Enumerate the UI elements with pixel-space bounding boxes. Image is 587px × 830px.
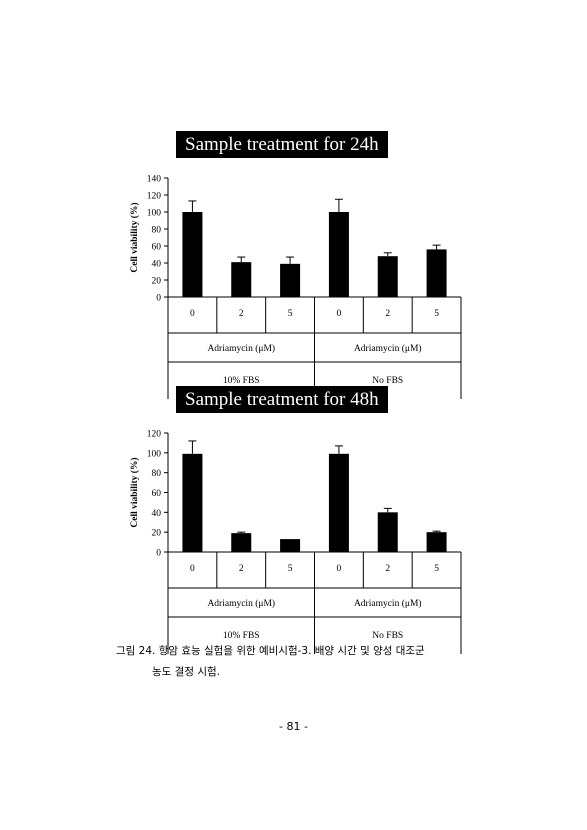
figure-caption: 그림 24. 항암 효능 실험을 위한 예비시험-3. 배양 시간 및 양성 대…	[116, 641, 496, 683]
y-tick-label: 40	[152, 260, 162, 270]
group-condition-label: 10% FBS	[223, 631, 260, 641]
treatment-label: Adriamycin (μM)	[207, 343, 275, 354]
bar	[377, 512, 398, 552]
category-label: 5	[288, 309, 293, 319]
y-tick-label: 20	[152, 277, 162, 287]
y-tick-label: 140	[147, 175, 162, 185]
y-tick-label: 40	[152, 509, 162, 519]
category-label: 0	[190, 309, 195, 319]
category-label: 2	[239, 309, 244, 319]
bar	[377, 256, 398, 297]
y-tick-label: 120	[147, 192, 162, 202]
bar	[182, 212, 203, 297]
category-label: 5	[434, 309, 439, 319]
y-tick-label: 120	[147, 430, 162, 440]
y-tick-label: 0	[156, 549, 161, 559]
category-label: 0	[337, 309, 342, 319]
group-condition-label: 10% FBS	[223, 376, 260, 386]
y-tick-label: 80	[152, 469, 162, 479]
caption-line-1: 그림 24. 항암 효능 실험을 위한 예비시험-3. 배양 시간 및 양성 대…	[116, 645, 425, 657]
treatment-label: Adriamycin (μM)	[354, 343, 422, 354]
y-tick-label: 80	[152, 226, 162, 236]
bar	[426, 532, 447, 552]
chart-48h: 0 20 40 60 80 100 120 Cell viability (%) 0 2 5 0 2 5 A…	[129, 430, 462, 654]
category-label: 2	[385, 564, 390, 574]
bar	[280, 263, 301, 297]
bar	[182, 453, 203, 552]
bar	[280, 539, 301, 552]
bar	[426, 249, 447, 297]
bar	[231, 262, 252, 297]
category-label: 2	[239, 564, 244, 574]
bar	[328, 212, 349, 297]
treatment-label: Adriamycin (μM)	[207, 598, 275, 609]
bar	[328, 453, 349, 552]
y-axis-label: Cell viability (%)	[129, 202, 140, 272]
caption-line-2: 농도 결정 시험.	[152, 666, 220, 678]
chart-title-48h: Sample treatment for 48h	[176, 386, 388, 413]
y-axis-label: Cell viability (%)	[129, 457, 140, 527]
y-tick-label: 20	[152, 529, 162, 539]
category-label: 0	[190, 564, 195, 574]
group-condition-label: No FBS	[372, 631, 403, 641]
y-tick-label: 0	[156, 294, 161, 304]
treatment-label: Adriamycin (μM)	[354, 598, 422, 609]
chart-title-24h: Sample treatment for 24h	[176, 131, 388, 158]
category-label: 5	[288, 564, 293, 574]
y-tick-label: 100	[147, 209, 162, 219]
bar	[231, 533, 252, 552]
y-tick-label: 60	[152, 243, 162, 253]
chart-24h: 0 20 40 60 80 100 120 140 Cell viability (%) 0 2 5 0…	[129, 175, 462, 399]
category-label: 2	[385, 309, 390, 319]
y-tick-label: 60	[152, 489, 162, 499]
group-condition-label: No FBS	[372, 376, 403, 386]
category-label: 0	[337, 564, 342, 574]
page-number: - 81 -	[279, 720, 308, 733]
category-label: 5	[434, 564, 439, 574]
y-tick-label: 100	[147, 449, 162, 459]
